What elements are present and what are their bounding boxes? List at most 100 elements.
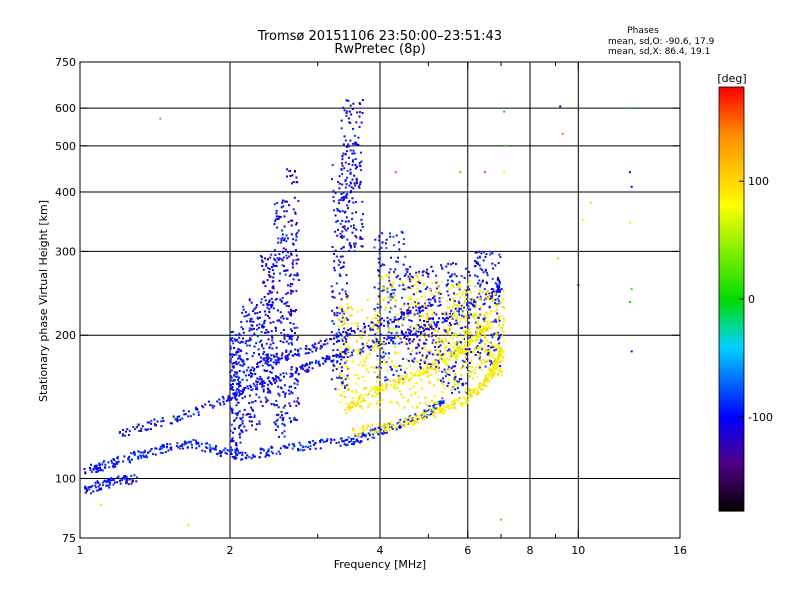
data-point [261, 324, 264, 327]
data-point [149, 449, 152, 452]
data-point [486, 316, 489, 319]
data-point [471, 395, 474, 397]
data-point [275, 297, 278, 300]
data-point [204, 442, 207, 445]
data-point [466, 298, 469, 300]
data-point [130, 474, 133, 477]
data-point [331, 295, 334, 298]
data-point [370, 388, 373, 391]
data-point [335, 355, 338, 358]
data-point [471, 335, 473, 338]
data-point [230, 369, 233, 372]
data-point [385, 388, 388, 391]
data-point [111, 461, 114, 464]
data-point [369, 390, 372, 393]
data-point [454, 333, 457, 336]
data-point [455, 343, 458, 346]
data-point [242, 331, 245, 334]
data-point [356, 402, 359, 405]
data-point [240, 340, 243, 343]
data-point [345, 295, 348, 298]
data-point [415, 346, 418, 349]
data-point [268, 364, 271, 367]
data-point [309, 445, 312, 448]
data-point [235, 398, 238, 401]
data-point [499, 368, 502, 371]
data-point [114, 463, 116, 466]
colorbar-segment [719, 167, 744, 172]
data-point [389, 283, 392, 286]
data-point [206, 447, 209, 450]
data-point [483, 298, 486, 301]
data-point [257, 365, 260, 368]
data-point [256, 388, 259, 391]
data-point [464, 340, 467, 343]
data-point [476, 375, 479, 378]
data-point [295, 233, 298, 236]
data-point [442, 340, 445, 343]
data-point [441, 296, 444, 299]
data-point [103, 459, 106, 462]
data-point [383, 324, 385, 327]
data-point [348, 404, 351, 407]
data-point [311, 367, 314, 370]
data-point [438, 411, 441, 414]
data-point [279, 241, 282, 244]
data-point [335, 255, 338, 258]
data-point [468, 328, 470, 331]
data-point [501, 335, 504, 338]
data-point [460, 367, 463, 370]
data-point [486, 282, 488, 285]
data-point [344, 349, 347, 352]
data-point [457, 324, 460, 326]
data-point [459, 397, 461, 400]
data-point [230, 448, 233, 451]
data-point [456, 336, 459, 339]
data-point [397, 374, 400, 377]
data-point [449, 356, 452, 359]
data-point [452, 337, 454, 340]
data-point [297, 229, 300, 232]
data-point [437, 361, 440, 364]
data-point [256, 366, 258, 369]
data-point [99, 487, 101, 490]
colorbar-segment [719, 203, 744, 208]
data-point [290, 219, 293, 222]
data-point [479, 293, 482, 296]
colorbar-segment [719, 139, 744, 144]
y-tick-label: 75 [62, 532, 76, 545]
data-point [336, 209, 339, 212]
data-point [250, 389, 253, 392]
data-point [450, 275, 453, 278]
data-point [241, 451, 244, 454]
data-point [495, 290, 498, 293]
data-point [502, 298, 505, 301]
data-point [341, 162, 343, 165]
data-point [191, 446, 194, 449]
data-point [363, 361, 366, 364]
data-point [375, 338, 378, 341]
data-point [258, 311, 261, 314]
data-point [424, 336, 426, 339]
data-point [338, 175, 341, 178]
data-point [368, 353, 371, 356]
data-point [466, 331, 468, 334]
data-point [341, 210, 344, 213]
data-point [427, 275, 430, 278]
data-point [270, 354, 273, 357]
data-point [460, 348, 463, 351]
data-point [99, 464, 101, 467]
data-point [197, 442, 200, 445]
data-point [342, 265, 345, 268]
data-point [481, 325, 484, 328]
data-point [368, 434, 371, 437]
data-point [473, 265, 476, 268]
data-point [142, 451, 145, 454]
colorbar-segment [719, 363, 744, 368]
data-point [271, 446, 274, 449]
data-point [166, 443, 169, 445]
data-point [364, 435, 367, 438]
data-point [433, 321, 435, 324]
data-point [377, 433, 380, 436]
data-point [265, 342, 268, 345]
